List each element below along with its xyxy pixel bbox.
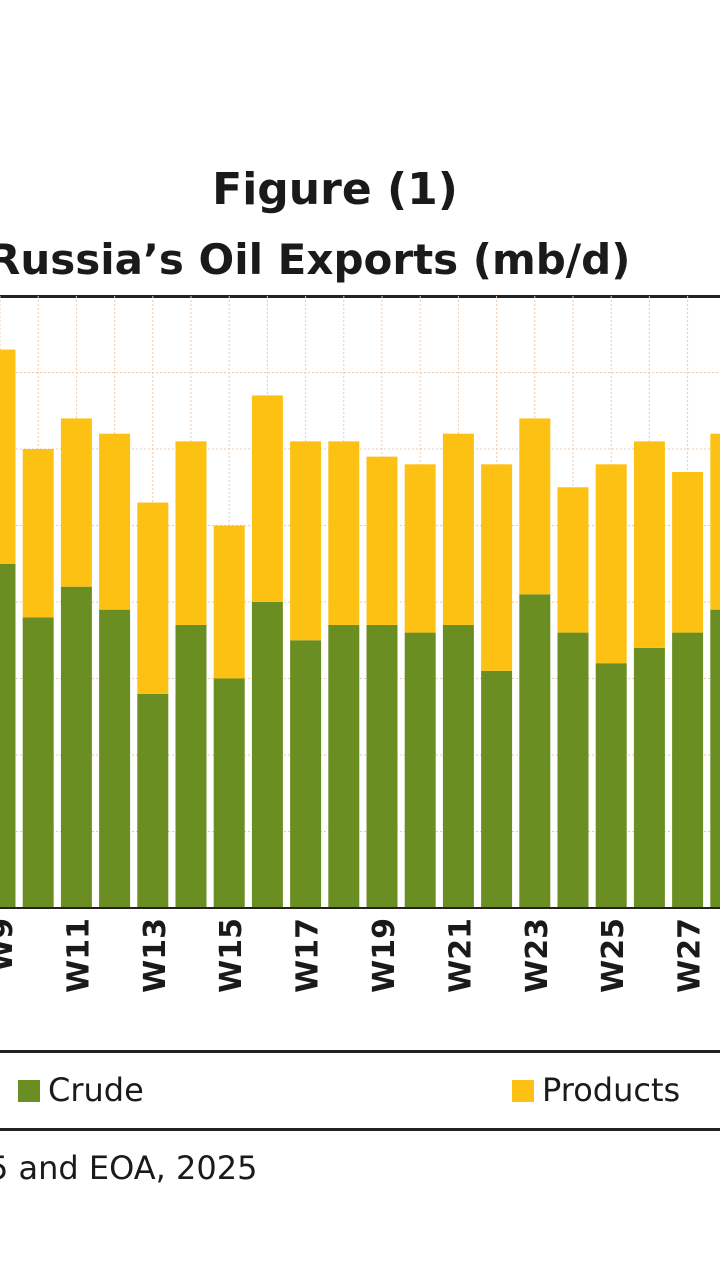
bar-products-W18	[328, 441, 360, 625]
bar-products-W21	[442, 433, 474, 625]
bar-crude-W11	[60, 586, 92, 908]
bar-products-W23	[519, 418, 551, 595]
bar-products-W11	[60, 418, 92, 587]
x-tick-label-W9: W9	[0, 918, 20, 972]
x-tick-label-W15: W15	[214, 918, 249, 993]
bar-crude-W26	[633, 647, 665, 908]
x-tick-label-W13: W13	[138, 918, 173, 993]
bar-crude-W23	[519, 594, 551, 908]
chart-title: Russia’s Oil Exports (mb/d)	[0, 235, 631, 284]
bar-products-W17	[290, 441, 322, 641]
title-divider	[0, 295, 720, 298]
bar-crude-W13	[137, 693, 169, 908]
bar-products-W28	[710, 433, 720, 610]
bar-crude-W19	[366, 624, 398, 908]
bar-products-W10	[22, 449, 54, 618]
bar-products-W12	[99, 433, 131, 610]
bar-crude-W18	[328, 624, 360, 908]
x-tick-label-W23: W23	[520, 918, 555, 993]
bar-crude-W16	[251, 602, 283, 908]
bar-products-W19	[366, 456, 398, 625]
products-swatch	[512, 1080, 534, 1102]
legend-label-products: Products	[542, 1071, 681, 1109]
bar-products-W27	[672, 471, 704, 633]
bar-products-W25	[595, 464, 627, 664]
bar-crude-W21	[442, 624, 474, 908]
x-tick-label-W21: W21	[443, 918, 478, 993]
bar-crude-W14	[175, 624, 207, 908]
bar-crude-W22	[481, 670, 513, 908]
bar-products-W9	[0, 349, 16, 564]
bar-products-W15	[213, 525, 245, 679]
legend-top-divider	[0, 1050, 720, 1053]
bar-crude-W10	[22, 617, 54, 908]
figure-label: Figure (1)	[212, 164, 458, 215]
bar-crude-W27	[672, 632, 704, 908]
bar-products-W22	[481, 464, 513, 671]
crude-swatch	[18, 1080, 40, 1102]
source-note: 5 and EOA, 2025	[0, 1149, 258, 1187]
legend-item-crude: Crude	[18, 1068, 144, 1112]
x-tick-label-W11: W11	[61, 918, 96, 993]
x-tick-label-W27: W27	[673, 918, 708, 993]
bar-products-W14	[175, 441, 207, 625]
bar-crude-W9	[0, 563, 16, 908]
x-tick-label-W19: W19	[367, 918, 402, 993]
bar-products-W16	[251, 395, 283, 602]
bar-crude-W12	[99, 609, 131, 908]
bar-products-W20	[404, 464, 436, 633]
bar-crude-W28	[710, 609, 720, 908]
bar-products-W26	[633, 441, 665, 648]
bar-crude-W20	[404, 632, 436, 908]
x-tick-labels: W9 W11 W13 W15 W17 W19 W21 W23 W25 W27	[0, 918, 708, 993]
bar-crude-W24	[557, 632, 589, 908]
x-tick-label-W17: W17	[291, 918, 326, 993]
bar-crude-W15	[213, 678, 245, 908]
bars	[0, 349, 720, 909]
bar-products-W24	[557, 487, 589, 633]
bar-products-W13	[137, 502, 169, 694]
legend-bottom-divider	[0, 1128, 720, 1131]
x-tick-label-W25: W25	[596, 918, 631, 993]
bar-crude-W17	[290, 640, 322, 908]
bar-crude-W25	[595, 663, 627, 908]
stacked-bar-chart: W9 W11 W13 W15 W17 W19 W21 W23 W25 W27	[0, 296, 720, 993]
legend-item-products: Products	[512, 1068, 680, 1112]
legend-label-crude: Crude	[48, 1071, 144, 1109]
